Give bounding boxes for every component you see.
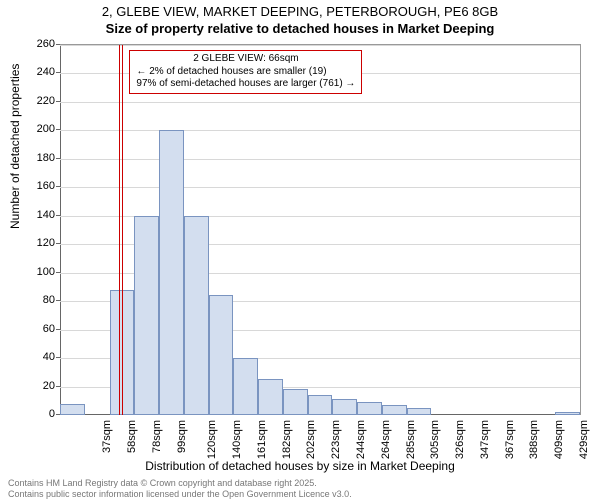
footer-attribution: Contains HM Land Registry data © Crown c… <box>8 478 352 500</box>
histogram-bar <box>60 404 85 415</box>
histogram-bar <box>308 395 333 415</box>
annotation-box: 2 GLEBE VIEW: 66sqm← 2% of detached hous… <box>129 50 362 94</box>
footer-line1: Contains HM Land Registry data © Crown c… <box>8 478 352 489</box>
histogram-bar <box>407 408 432 415</box>
annotation-line1: 2 GLEBE VIEW: 66sqm <box>136 53 355 66</box>
x-tick-label: 140sqm <box>231 420 243 459</box>
histogram-bar <box>258 379 283 415</box>
y-tick <box>56 186 60 187</box>
y-tick-label: 260 <box>15 38 55 50</box>
histogram-bar <box>233 358 258 415</box>
x-tick-label: 367sqm <box>504 420 516 459</box>
y-tick <box>56 300 60 301</box>
x-tick-label: 347sqm <box>479 420 491 459</box>
y-tick <box>56 129 60 130</box>
y-tick <box>56 44 60 45</box>
histogram-bar <box>283 389 308 415</box>
x-tick-label: 202sqm <box>306 420 318 459</box>
y-tick-label: 240 <box>15 66 55 78</box>
y-tick <box>56 243 60 244</box>
x-tick-label: 264sqm <box>380 420 392 459</box>
x-tick-label: 99sqm <box>176 420 188 453</box>
histogram-bar <box>555 412 580 415</box>
x-tick-label: 285sqm <box>405 420 417 459</box>
y-axis-label: Number of detached properties <box>8 64 22 229</box>
y-tick <box>56 101 60 102</box>
reference-line <box>122 45 123 415</box>
title-subtitle: Size of property relative to detached ho… <box>0 21 600 36</box>
histogram-bar <box>382 405 407 415</box>
histogram-bar <box>209 295 234 415</box>
x-axis-label: Distribution of detached houses by size … <box>0 459 600 473</box>
grid-line <box>60 187 580 188</box>
x-tick-label: 305sqm <box>429 420 441 459</box>
x-tick-label: 409sqm <box>553 420 565 459</box>
y-tick-label: 100 <box>15 266 55 278</box>
y-tick <box>56 158 60 159</box>
y-tick-label: 220 <box>15 95 55 107</box>
grid-line <box>60 130 580 131</box>
title-address: 2, GLEBE VIEW, MARKET DEEPING, PETERBORO… <box>0 4 600 19</box>
y-tick <box>56 386 60 387</box>
y-tick-label: 140 <box>15 209 55 221</box>
annotation-line2: ← 2% of detached houses are smaller (19) <box>136 66 355 79</box>
y-tick-label: 160 <box>15 180 55 192</box>
x-tick-label: 244sqm <box>355 420 367 459</box>
y-tick <box>56 414 60 415</box>
y-tick <box>56 215 60 216</box>
x-tick-label: 161sqm <box>256 420 268 459</box>
x-tick-label: 223sqm <box>330 420 342 459</box>
y-tick <box>56 272 60 273</box>
x-tick-label: 120sqm <box>207 420 219 459</box>
histogram-chart <box>60 44 581 415</box>
y-tick-label: 80 <box>15 294 55 306</box>
reference-line <box>119 45 120 415</box>
y-tick <box>56 72 60 73</box>
x-tick-label: 37sqm <box>101 420 113 453</box>
y-tick-label: 180 <box>15 152 55 164</box>
y-tick-label: 0 <box>15 408 55 420</box>
y-tick-label: 40 <box>15 351 55 363</box>
y-tick-label: 200 <box>15 123 55 135</box>
histogram-bar <box>134 216 159 415</box>
x-tick-label: 388sqm <box>528 420 540 459</box>
y-tick-label: 120 <box>15 237 55 249</box>
footer-line2: Contains public sector information licen… <box>8 489 352 500</box>
x-tick-label: 182sqm <box>281 420 293 459</box>
histogram-bar <box>357 402 382 415</box>
grid-line <box>60 45 580 46</box>
y-axis <box>60 45 61 415</box>
x-tick-label: 58sqm <box>126 420 138 453</box>
x-tick-label: 326sqm <box>454 420 466 459</box>
grid-line <box>60 159 580 160</box>
x-tick-label: 78sqm <box>151 420 163 453</box>
y-tick <box>56 357 60 358</box>
histogram-bar <box>159 130 184 415</box>
histogram-bar <box>184 216 209 415</box>
x-tick-label: 429sqm <box>578 420 590 459</box>
annotation-line3: 97% of semi-detached houses are larger (… <box>136 78 355 91</box>
histogram-bar <box>332 399 357 415</box>
y-tick <box>56 329 60 330</box>
y-tick-label: 60 <box>15 323 55 335</box>
grid-line <box>60 102 580 103</box>
y-tick-label: 20 <box>15 380 55 392</box>
